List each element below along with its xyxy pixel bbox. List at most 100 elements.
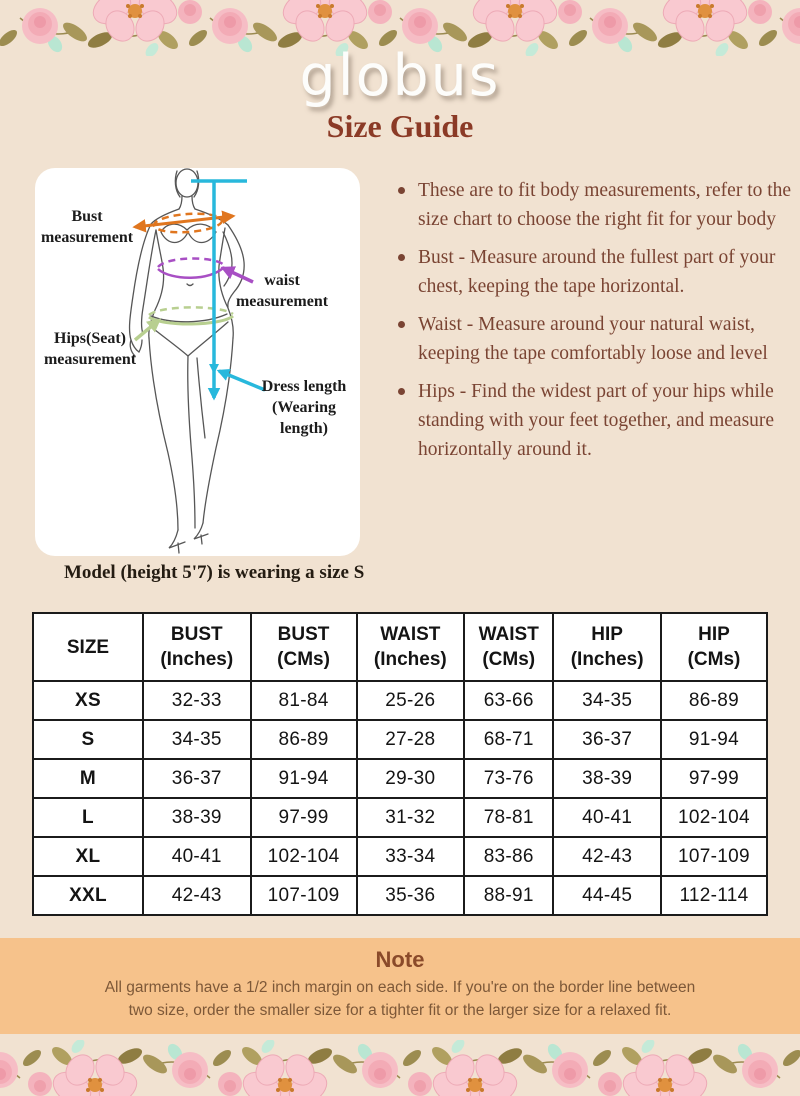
bust-label: Bust measurement bbox=[35, 206, 139, 248]
list-item: These are to fit body measurements, refe… bbox=[398, 176, 792, 234]
value-cell: 36-37 bbox=[552, 719, 662, 760]
value-cell: 83-86 bbox=[463, 836, 555, 877]
hips-label-line2: measurement bbox=[43, 351, 137, 368]
note-text-line2: two size, order the smaller size for a t… bbox=[128, 1002, 672, 1019]
table-row: XL 40-41 102-104 33-34 83-86 42-43 107-1… bbox=[32, 836, 769, 877]
instruction-text: These are to fit body measurements, refe… bbox=[418, 180, 792, 230]
value-cell: 25-26 bbox=[355, 680, 466, 721]
size-cell: S bbox=[32, 719, 144, 760]
value-cell: 27-28 bbox=[355, 719, 466, 760]
value-cell: 102-104 bbox=[659, 797, 769, 838]
value-cell: 40-41 bbox=[552, 797, 662, 838]
table-header: SIZE BUST (Inches) BUST (CMs) WAIST (Inches… bbox=[32, 612, 769, 682]
value-cell: 97-99 bbox=[659, 758, 769, 799]
value-cell: 31-32 bbox=[355, 797, 466, 838]
column-header-size: SIZE bbox=[32, 612, 144, 682]
note-title: Note bbox=[375, 947, 425, 972]
body-outline bbox=[128, 168, 245, 554]
value-cell: 91-94 bbox=[249, 758, 358, 799]
value-cell: 78-81 bbox=[463, 797, 555, 838]
size-cell: XL bbox=[32, 836, 144, 877]
table-row: S 34-35 86-89 27-28 68-71 36-37 91-94 bbox=[32, 719, 769, 760]
model-size-note: Model (height 5'7) is wearing a size S bbox=[64, 562, 365, 583]
value-cell: 29-30 bbox=[355, 758, 466, 799]
dress-length-line bbox=[191, 179, 266, 401]
page-title: Size Guide bbox=[326, 108, 474, 144]
value-cell: 86-89 bbox=[659, 680, 769, 721]
bust-label-line2: measurement bbox=[40, 229, 134, 246]
table-row: XXL 42-43 107-109 35-36 88-91 44-45 112-… bbox=[32, 875, 769, 916]
value-cell: 68-71 bbox=[463, 719, 555, 760]
value-cell: 88-91 bbox=[463, 875, 555, 916]
list-item: Waist - Measure around your natural wais… bbox=[398, 310, 792, 368]
measurement-instructions: These are to fit body measurements, refe… bbox=[398, 176, 792, 473]
value-cell: 33-34 bbox=[355, 836, 466, 877]
column-header-hip-cms: HIP (CMs) bbox=[659, 612, 769, 682]
value-cell: 42-43 bbox=[552, 836, 662, 877]
table-body: XS 32-33 81-84 25-26 63-66 34-35 86-89 S… bbox=[32, 680, 769, 916]
value-cell: 63-66 bbox=[463, 680, 555, 721]
value-cell: 38-39 bbox=[142, 797, 252, 838]
bullet-icon bbox=[398, 388, 405, 395]
waist-label: waist measurement bbox=[231, 270, 333, 312]
value-cell: 91-94 bbox=[659, 719, 769, 760]
list-item: Hips - Find the widest part of your hips… bbox=[398, 377, 792, 464]
value-cell: 35-36 bbox=[355, 875, 466, 916]
waist-label-line2: measurement bbox=[235, 293, 329, 310]
value-cell: 97-99 bbox=[249, 797, 358, 838]
value-cell: 34-35 bbox=[142, 719, 252, 760]
column-header-bust-cms: BUST (CMs) bbox=[249, 612, 358, 682]
value-cell: 32-33 bbox=[142, 680, 252, 721]
value-cell: 40-41 bbox=[142, 836, 252, 877]
measurement-diagram-card: Bust measurement waist measurement Hips(… bbox=[35, 168, 360, 556]
header-row: SIZE BUST (Inches) BUST (CMs) WAIST (Inches… bbox=[32, 612, 769, 682]
value-cell: 42-43 bbox=[142, 875, 252, 916]
size-cell: XS bbox=[32, 680, 144, 721]
value-cell: 36-37 bbox=[142, 758, 252, 799]
instruction-text: Waist - Measure around your natural wais… bbox=[418, 314, 768, 364]
value-cell: 112-114 bbox=[659, 875, 769, 916]
bullet-icon bbox=[398, 187, 405, 194]
bullet-icon bbox=[398, 321, 405, 328]
size-cell: XXL bbox=[32, 875, 144, 916]
column-header-waist-cms: WAIST (CMs) bbox=[463, 612, 555, 682]
value-cell: 73-76 bbox=[463, 758, 555, 799]
column-header-hip-inches: HIP (Inches) bbox=[552, 612, 662, 682]
brand-logo: globus bbox=[299, 43, 501, 109]
column-header-waist-inches: WAIST (Inches) bbox=[355, 612, 466, 682]
instruction-text: Hips - Find the widest part of your hips… bbox=[418, 381, 775, 460]
size-cell: M bbox=[32, 758, 144, 799]
floral-border-bottom bbox=[0, 1040, 800, 1096]
size-cell: L bbox=[32, 797, 144, 838]
note-text-line1: All garments have a 1/2 inch margin on e… bbox=[104, 979, 696, 996]
table-row: XS 32-33 81-84 25-26 63-66 34-35 86-89 bbox=[32, 680, 769, 721]
dress-length-label: Dress length (Wearing length) bbox=[251, 376, 357, 439]
dress-label-line1: Dress length bbox=[261, 378, 347, 395]
note-text: All garments have a 1/2 inch margin on e… bbox=[0, 976, 800, 1022]
hips-label: Hips(Seat) measurement bbox=[35, 328, 145, 370]
list-item: Bust - Measure around the fullest part o… bbox=[398, 243, 792, 301]
waist-label-line1: waist bbox=[264, 272, 300, 289]
size-chart-table: SIZE BUST (Inches) BUST (CMs) WAIST (Inches… bbox=[32, 612, 769, 916]
hips-label-line1: Hips(Seat) bbox=[54, 330, 126, 347]
value-cell: 38-39 bbox=[552, 758, 662, 799]
instruction-text: Bust - Measure around the fullest part o… bbox=[418, 247, 776, 297]
bust-arrow bbox=[132, 210, 236, 234]
value-cell: 34-35 bbox=[552, 680, 662, 721]
value-cell: 107-109 bbox=[659, 836, 769, 877]
value-cell: 107-109 bbox=[249, 875, 358, 916]
hips-arrow bbox=[133, 306, 234, 342]
dress-label-line2: (Wearing length) bbox=[272, 399, 336, 437]
note-section: Note All garments have a 1/2 inch margin… bbox=[0, 938, 800, 1034]
value-cell: 81-84 bbox=[249, 680, 358, 721]
value-cell: 86-89 bbox=[249, 719, 358, 760]
table-row: M 36-37 91-94 29-30 73-76 38-39 97-99 bbox=[32, 758, 769, 799]
waist-arrow bbox=[157, 257, 254, 284]
body-figure-diagram bbox=[128, 168, 266, 554]
value-cell: 44-45 bbox=[552, 875, 662, 916]
value-cell: 102-104 bbox=[249, 836, 358, 877]
column-header-bust-inches: BUST (Inches) bbox=[142, 612, 252, 682]
table-row: L 38-39 97-99 31-32 78-81 40-41 102-104 bbox=[32, 797, 769, 838]
bust-label-line1: Bust bbox=[71, 208, 103, 225]
